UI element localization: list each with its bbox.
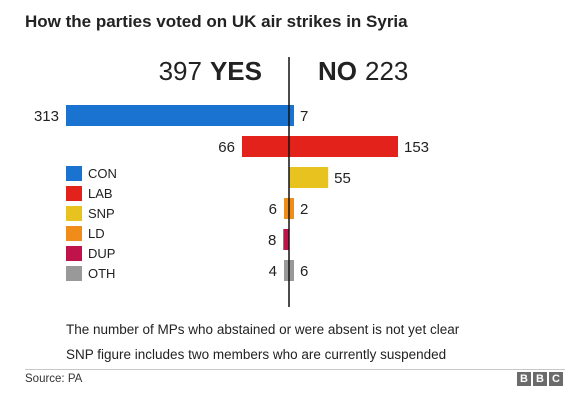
value-yes-oth: 4 xyxy=(269,263,277,280)
value-yes-dup: 8 xyxy=(268,232,276,249)
yes-total-number: 397 xyxy=(159,56,202,86)
logo-letter: C xyxy=(549,372,563,386)
legend-swatch-ld xyxy=(66,226,82,241)
no-total-word: NO xyxy=(318,56,357,86)
footer-divider xyxy=(25,369,565,370)
legend-label-snp: SNP xyxy=(88,206,115,221)
abstention-note: The number of MPs who abstained or were … xyxy=(66,322,460,337)
legend-swatch-dup xyxy=(66,246,82,261)
bar-yes-con xyxy=(66,105,289,126)
footnotes: The number of MPs who abstained or were … xyxy=(66,321,459,371)
legend-label-ld: LD xyxy=(88,226,105,241)
no-total-number: 223 xyxy=(365,56,408,86)
bar-yes-ld xyxy=(284,198,289,219)
value-no-ld: 2 xyxy=(300,201,308,218)
yes-total-word: YES xyxy=(210,56,262,86)
bbc-logo: B B C xyxy=(517,372,563,386)
source-label: Source: PA xyxy=(25,373,83,385)
logo-letter: B xyxy=(517,372,531,386)
legend-swatch-snp xyxy=(66,206,82,221)
yes-total-label: 397 YES xyxy=(159,56,262,86)
bar-no-ld xyxy=(289,198,294,219)
bar-yes-lab xyxy=(241,136,289,157)
bar-no-oth xyxy=(289,260,294,281)
value-no-con: 7 xyxy=(300,108,308,125)
value-yes-con: 313 xyxy=(34,108,59,125)
legend-swatch-oth xyxy=(66,266,82,281)
legend-swatch-lab xyxy=(66,186,82,201)
bar-no-snp xyxy=(289,167,329,188)
legend-label-dup: DUP xyxy=(88,246,115,261)
vote-chart: 313 7 66 153 55 6 2 8 4 6 CON LAB SNP LD DUP OTH 397 YES… xyxy=(34,56,429,307)
legend-label-lab: LAB xyxy=(88,186,113,201)
logo-letter: B xyxy=(533,372,547,386)
value-yes-ld: 6 xyxy=(269,201,277,218)
chart-title: How the parties voted on UK air strikes … xyxy=(25,12,408,31)
value-no-oth: 6 xyxy=(300,263,308,280)
value-yes-lab: 66 xyxy=(218,139,235,156)
legend-label-con: CON xyxy=(88,166,117,181)
value-no-snp: 55 xyxy=(334,170,351,187)
bar-yes-oth xyxy=(284,260,289,281)
value-no-lab: 153 xyxy=(404,139,429,156)
legend-swatch-con xyxy=(66,166,82,181)
bar-yes-dup xyxy=(283,229,289,250)
snp-note: SNP figure includes two members who are … xyxy=(66,347,447,362)
no-total-label: NO 223 xyxy=(318,56,408,86)
legend-label-oth: OTH xyxy=(88,266,115,281)
bar-no-lab xyxy=(289,136,399,157)
bar-no-con xyxy=(289,105,294,126)
